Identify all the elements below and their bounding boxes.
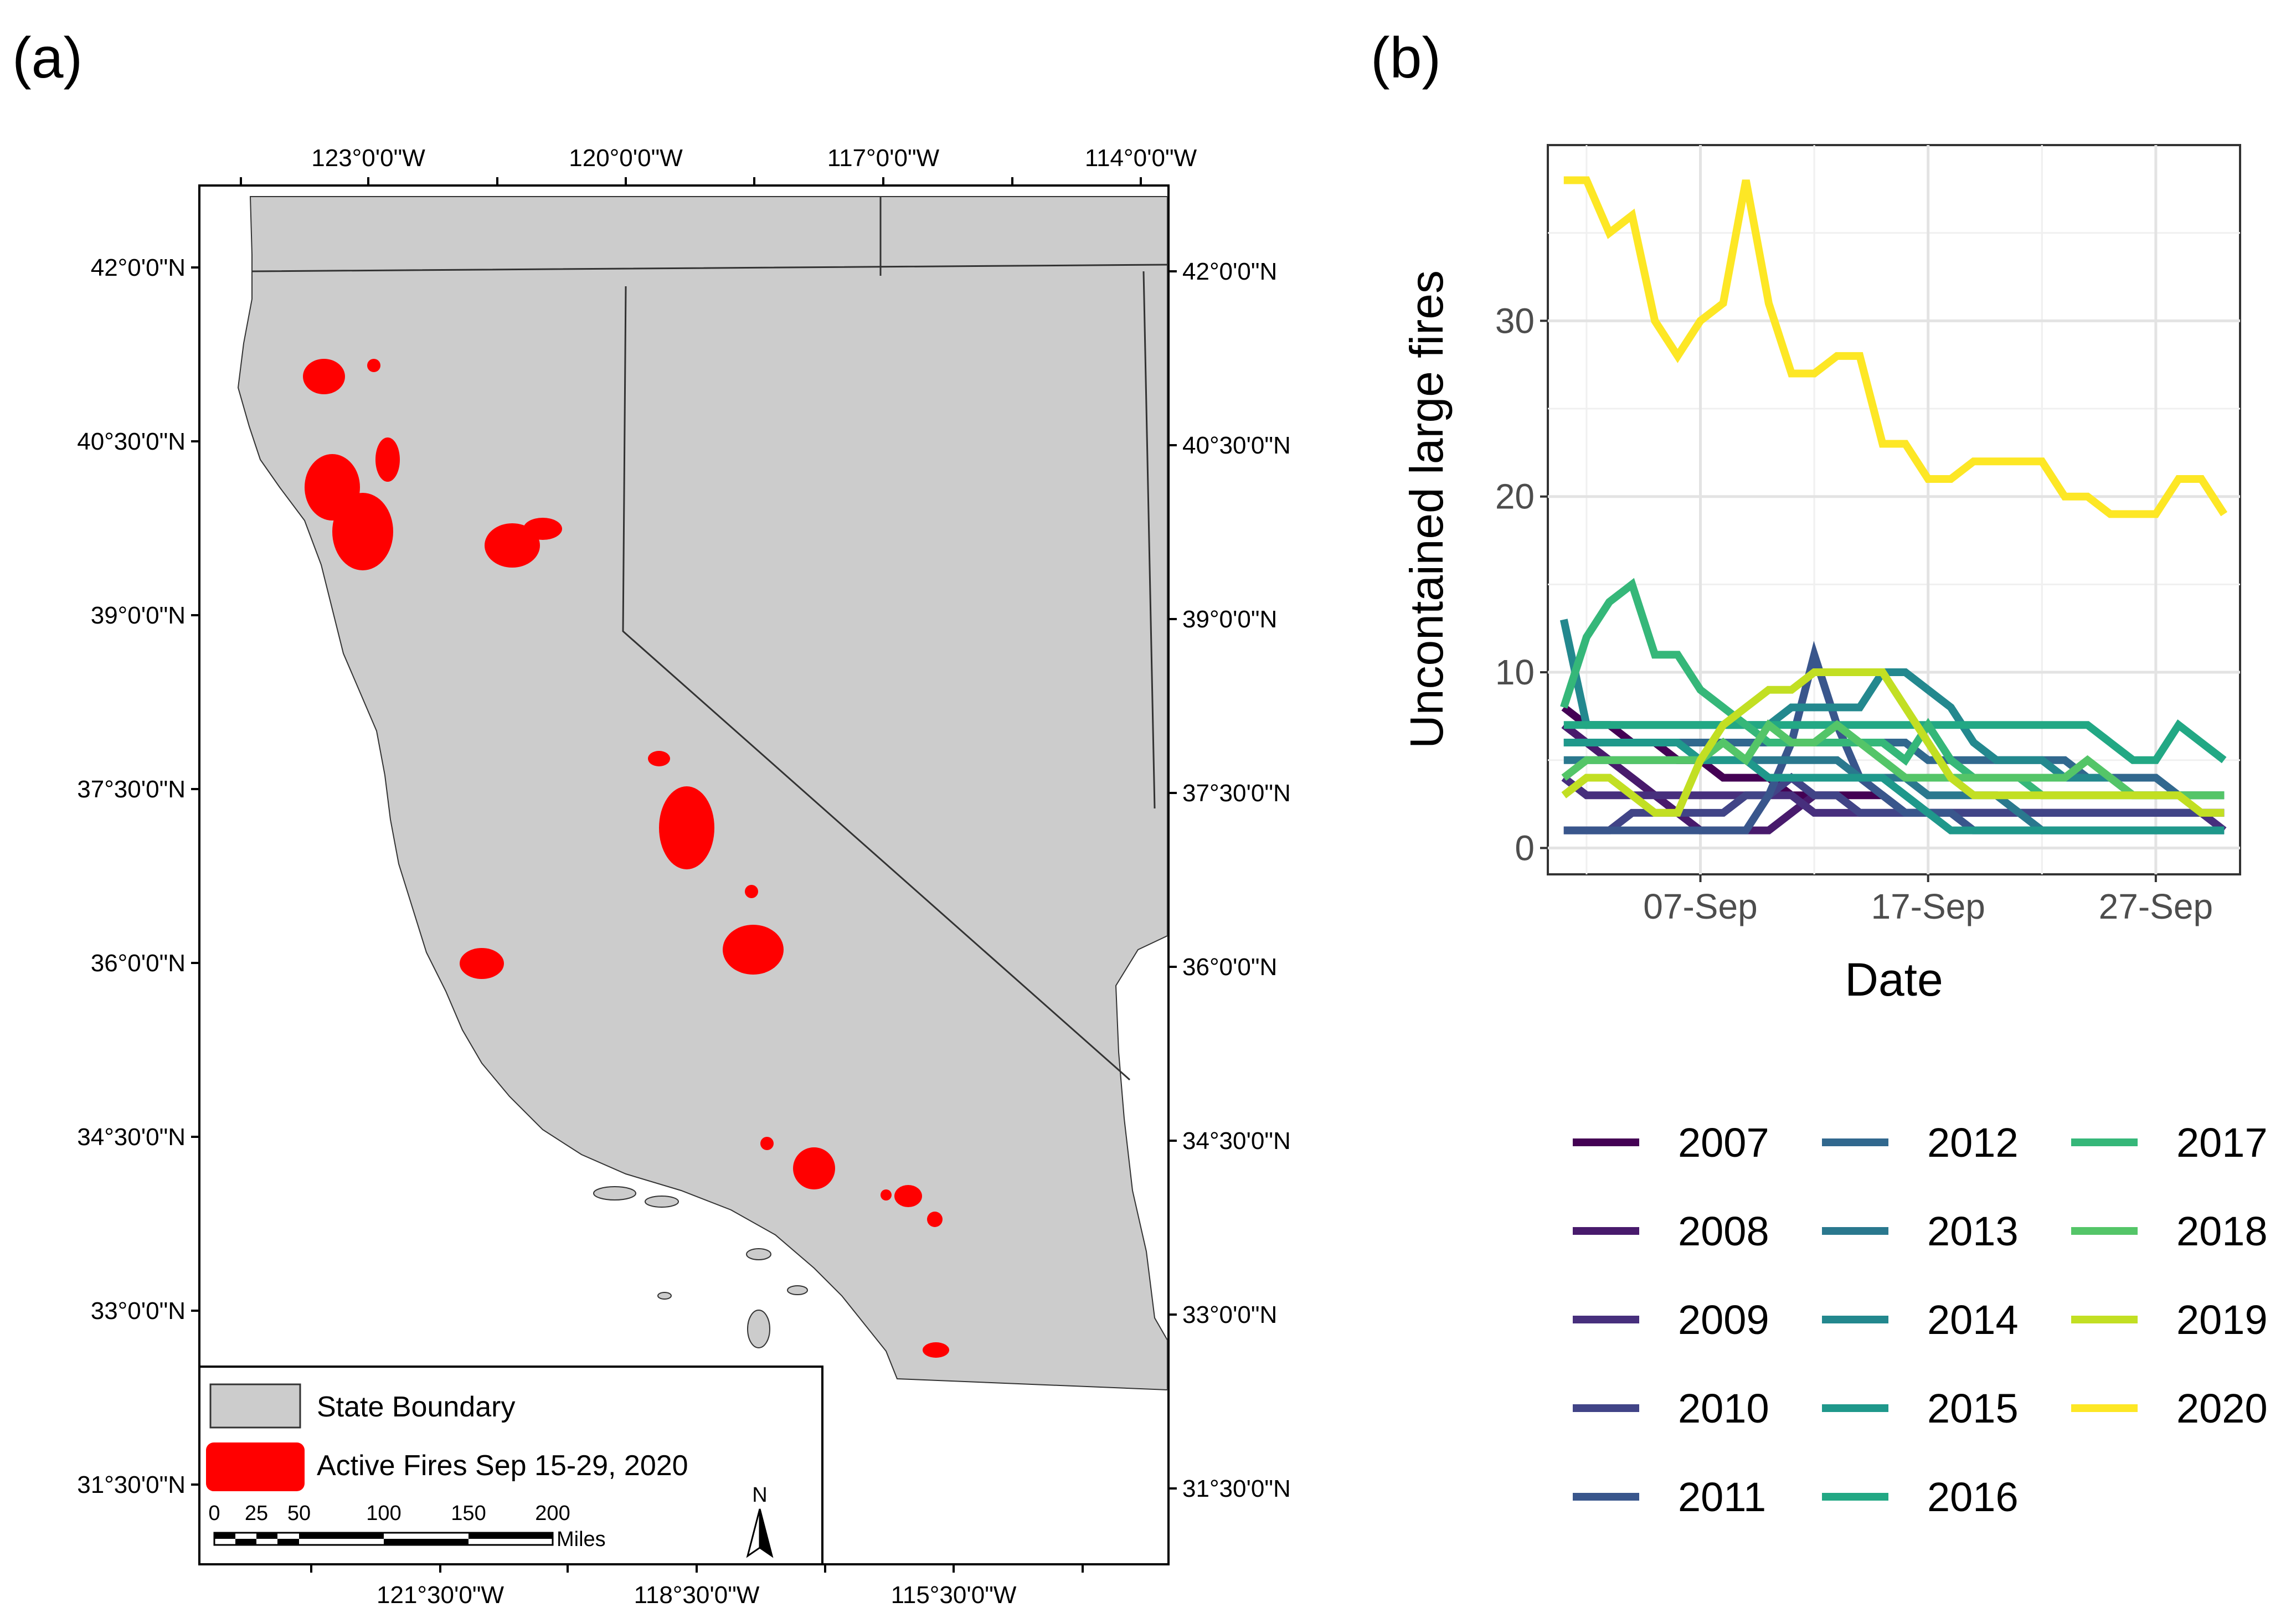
fire-cluster xyxy=(367,359,380,372)
lon-label-top: 117°0'0"W xyxy=(827,145,940,172)
legend-label-2013: 2013 xyxy=(1927,1208,2019,1254)
grid-major xyxy=(1548,145,2240,874)
series-line-2016 xyxy=(1563,719,2227,764)
y-tick-label: 0 xyxy=(1515,828,1535,868)
lat-label-left: 36°0'0"N xyxy=(91,950,186,977)
scale-bar: 0 25 50 100 150 200 Miles xyxy=(208,1502,605,1551)
map-legend: State Boundary Active Fires Sep 15-29, 2… xyxy=(198,1366,823,1565)
x-tick-label: 17-Sep xyxy=(1871,887,1985,926)
fire-cluster xyxy=(375,437,400,482)
x-tick-label: 27-Sep xyxy=(2099,887,2213,926)
legend-label-2011: 2011 xyxy=(1678,1474,1766,1520)
line-chart: 0 10 20 30 07-Sep 17-Sep 27-Sep Date Uncontai… xyxy=(1401,144,2268,1520)
legend-label-2008: 2008 xyxy=(1678,1208,1769,1254)
legend-swatch-state xyxy=(209,1383,301,1429)
fire-cluster xyxy=(881,1189,892,1200)
scale-tick-label: 200 xyxy=(535,1502,570,1525)
panel-a-label: (a) xyxy=(12,26,83,90)
map-ticks xyxy=(191,177,1177,1573)
lat-label-left: 37°30'0"N xyxy=(77,776,186,803)
x-tick-label: 07-Sep xyxy=(1643,887,1757,926)
north-label: N xyxy=(752,1483,767,1507)
legend-fires-label: Active Fires Sep 15-29, 2020 xyxy=(317,1450,688,1482)
north-arrow-icon: N xyxy=(746,1483,774,1558)
fire-cluster xyxy=(332,493,393,570)
legend-label-2015: 2015 xyxy=(1927,1385,2019,1431)
lat-label-right: 36°0'0"N xyxy=(1182,954,1277,981)
land-area xyxy=(237,196,1168,1391)
lat-label-left: 34°30'0"N xyxy=(77,1124,186,1151)
active-fires xyxy=(303,359,949,1358)
y-axis-ticks: 0 10 20 30 xyxy=(1495,301,1548,868)
scale-tick-label: 100 xyxy=(366,1502,401,1525)
scale-tick-label: 50 xyxy=(287,1502,311,1525)
scale-unit-label: Miles xyxy=(557,1528,606,1551)
fire-cluster xyxy=(460,948,504,979)
y-axis-title: Uncontained large fires xyxy=(1401,270,1453,749)
legend-label-2017: 2017 xyxy=(2176,1120,2268,1166)
series-line-2020 xyxy=(1563,176,2228,518)
chart-legend: 2007 2008 2009 2010 2011 2012 2013 2014 2015 2016… xyxy=(1573,1120,2268,1520)
series-line-2015 xyxy=(1563,738,2225,834)
y-tick-label: 30 xyxy=(1495,301,1535,341)
x-axis-ticks: 07-Sep 17-Sep 27-Sep xyxy=(1643,874,2213,926)
legend-label-2019: 2019 xyxy=(2176,1297,2268,1343)
lat-label-left: 42°0'0"N xyxy=(91,254,186,281)
y-tick-label: 10 xyxy=(1495,652,1535,692)
fire-cluster xyxy=(745,885,758,898)
lon-label-top: 114°0'0"W xyxy=(1085,145,1197,172)
scale-tick-label: 150 xyxy=(451,1502,486,1525)
fire-cluster xyxy=(659,786,714,869)
y-tick-label: 20 xyxy=(1495,477,1535,517)
lat-label-right: 37°30'0"N xyxy=(1182,780,1291,807)
lat-label-left: 39°0'0"N xyxy=(91,602,186,629)
lat-label-right: 34°30'0"N xyxy=(1182,1127,1291,1155)
fire-cluster xyxy=(894,1185,922,1207)
legend-label-2016: 2016 xyxy=(1927,1474,2019,1520)
legend-label-2018: 2018 xyxy=(2176,1208,2268,1254)
lon-label-top: 123°0'0"W xyxy=(311,145,425,172)
state-borders xyxy=(251,197,1168,1081)
legend-label-2014: 2014 xyxy=(1927,1297,2019,1343)
legend-state-label: State Boundary xyxy=(317,1391,515,1423)
legend-label-2010: 2010 xyxy=(1678,1385,1769,1431)
lon-label-bottom: 115°30'0"W xyxy=(891,1581,1017,1609)
lat-label-right: 31°30'0"N xyxy=(1182,1475,1291,1502)
series-line-2018 xyxy=(1561,719,2225,800)
lat-label-right: 40°30'0"N xyxy=(1182,432,1291,459)
scale-tick-label: 0 xyxy=(208,1502,220,1525)
series-line-2019 xyxy=(1561,668,2225,817)
fire-cluster xyxy=(523,518,562,540)
legend-swatch-fires xyxy=(206,1442,305,1491)
fire-cluster xyxy=(723,925,784,975)
legend-label-2020: 2020 xyxy=(2176,1385,2268,1431)
lon-label-top: 120°0'0"W xyxy=(569,145,683,172)
fire-cluster xyxy=(303,359,345,394)
lon-label-bottom: 118°30'0"W xyxy=(634,1581,760,1609)
legend-label-2012: 2012 xyxy=(1927,1120,2019,1166)
map-panel: 123°0'0"W 120°0'0"W 117°0'0"W 114°0'0"W … xyxy=(77,145,1291,1609)
lat-label-left: 31°30'0"N xyxy=(77,1471,186,1498)
fire-cluster xyxy=(923,1342,949,1358)
fire-cluster xyxy=(793,1147,835,1189)
lat-label-left: 33°0'0"N xyxy=(91,1297,186,1325)
grid-minor xyxy=(1548,145,2240,874)
x-axis-title: Date xyxy=(1845,954,1943,1006)
legend-label-2009: 2009 xyxy=(1678,1297,1769,1343)
fire-cluster xyxy=(927,1212,943,1227)
lat-label-right: 42°0'0"N xyxy=(1182,258,1277,285)
scale-tick-label: 25 xyxy=(245,1502,268,1525)
lat-label-right: 33°0'0"N xyxy=(1182,1301,1277,1328)
lat-label-right: 39°0'0"N xyxy=(1182,606,1277,633)
legend-label-2007: 2007 xyxy=(1678,1120,1769,1166)
fire-cluster xyxy=(648,751,670,766)
panel-b-label: (b) xyxy=(1371,26,1441,90)
series-lines xyxy=(1559,176,2228,834)
fire-cluster xyxy=(760,1137,774,1150)
lat-label-left: 40°30'0"N xyxy=(77,428,186,455)
channel-islands xyxy=(593,1186,808,1348)
lon-label-bottom: 121°30'0"W xyxy=(377,1581,504,1609)
